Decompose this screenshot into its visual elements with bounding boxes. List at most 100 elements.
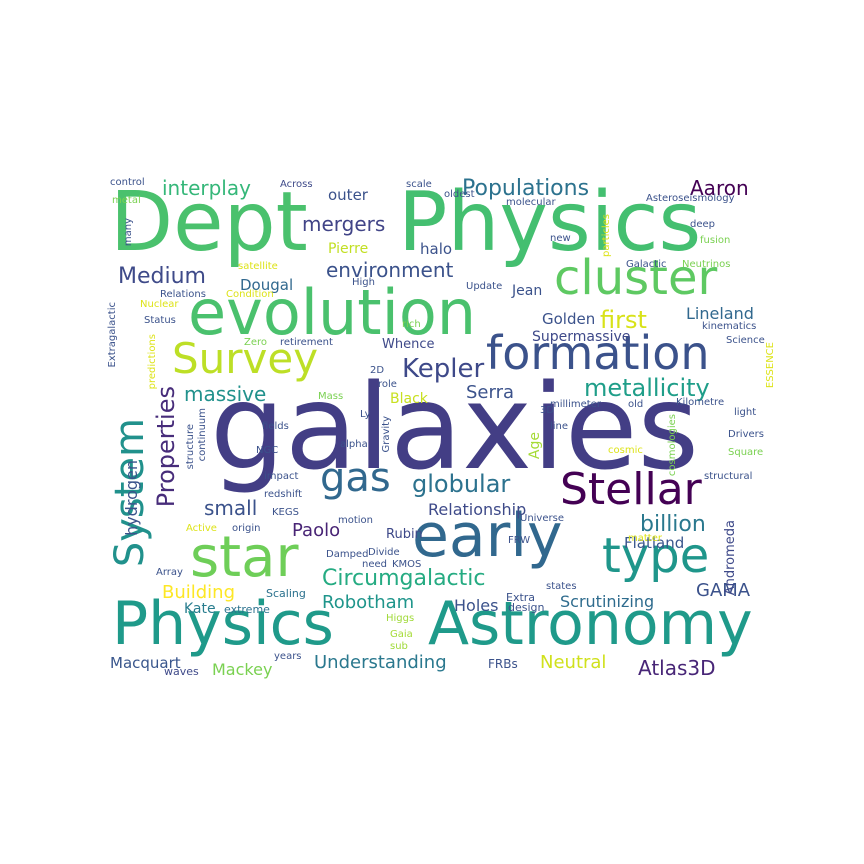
word: Physics <box>398 175 702 270</box>
word: High <box>352 277 375 288</box>
word: Galactic <box>626 259 667 270</box>
word: galaxies <box>210 358 699 496</box>
word: Circumgalactic <box>322 566 486 591</box>
word: ESSENCE <box>765 342 776 389</box>
word: redshift <box>264 489 302 500</box>
word: motion <box>338 515 374 526</box>
word: cosmologies <box>667 414 678 477</box>
word: oldest <box>444 189 475 200</box>
word: gas <box>320 455 391 501</box>
word: fields <box>262 421 289 432</box>
word: fusion <box>700 235 731 246</box>
word: Paolo <box>292 520 341 541</box>
word: Serra <box>466 382 515 403</box>
word: Asteroseismology <box>646 193 735 204</box>
word: old <box>628 399 644 410</box>
word: formation <box>486 326 710 380</box>
word: kinematics <box>702 321 757 332</box>
word: retirement <box>280 337 333 348</box>
word: early <box>412 501 563 571</box>
word: Extragalactic <box>107 302 118 368</box>
word: KMOS <box>392 559 422 570</box>
word: Higgs <box>386 613 415 624</box>
word: control <box>110 177 145 188</box>
word: mergers <box>302 212 386 236</box>
word: type <box>602 528 710 584</box>
word: massive <box>184 382 267 406</box>
word: years <box>274 651 302 662</box>
word: Stellar <box>560 464 702 515</box>
word: Divide <box>368 547 400 558</box>
word: NGC <box>256 445 279 456</box>
word: need <box>362 559 387 570</box>
word: Zero <box>244 337 268 348</box>
word: molecular <box>506 197 556 208</box>
word: new <box>550 233 571 244</box>
word: billion <box>640 512 706 537</box>
word: outer <box>328 186 368 204</box>
word: waves <box>164 665 199 678</box>
word: metal <box>112 195 141 206</box>
word: 3D <box>540 405 555 416</box>
word: light <box>734 407 757 418</box>
word: Mackey <box>212 660 273 679</box>
word: hydrogen <box>122 460 141 536</box>
word: FRW <box>508 535 531 546</box>
word: rich <box>402 319 421 330</box>
word: Andromeda <box>723 520 738 596</box>
word: Across <box>280 179 313 190</box>
word: Condition <box>226 289 274 300</box>
word: Properties <box>152 386 180 508</box>
word: Survey <box>172 334 319 383</box>
word: deep <box>690 219 715 230</box>
word: Active <box>186 523 217 534</box>
word: extreme <box>224 603 270 616</box>
word: Populations <box>462 176 590 201</box>
word: GAMA <box>696 580 751 601</box>
word: Pierre <box>328 241 369 257</box>
word: Array <box>156 567 183 578</box>
word: 2D <box>370 365 385 376</box>
word: Aaron <box>690 176 749 200</box>
word: predictions <box>147 334 158 390</box>
word: Physics <box>112 589 334 659</box>
word: continuum <box>197 408 208 462</box>
word: many <box>123 218 134 247</box>
word: Medium <box>118 264 206 289</box>
word: states <box>546 581 577 592</box>
word: matter <box>628 533 662 544</box>
word: small <box>204 496 258 520</box>
word: particles <box>601 214 612 257</box>
word: Astronomy <box>428 589 753 659</box>
word: Robotham <box>322 592 415 613</box>
word: Rubin <box>386 527 423 542</box>
word: Drivers <box>728 429 764 440</box>
word: KEGS <box>272 507 299 518</box>
word: metallicity <box>584 374 710 402</box>
word: Nuclear <box>140 299 179 310</box>
word: cluster <box>554 250 718 306</box>
word: Science <box>726 335 765 346</box>
word: Black <box>390 391 428 407</box>
word: line <box>550 421 569 432</box>
word: Scrutinizing <box>560 592 655 611</box>
word-cloud: galaxies Dept Physics Physics Astronomy … <box>100 170 780 690</box>
word: Whence <box>382 337 435 352</box>
word: Gaia <box>390 629 413 640</box>
word: FRBs <box>488 657 518 671</box>
word: sub <box>390 641 408 652</box>
word: Damped <box>326 549 369 560</box>
word: Gravity <box>381 416 392 453</box>
word: halo <box>420 240 453 258</box>
word: Status <box>144 315 176 326</box>
word: evolution <box>188 276 477 349</box>
word: Supermassive <box>532 329 631 345</box>
word: Relationship <box>428 500 527 519</box>
word: Ly <box>360 409 371 420</box>
word: satellite <box>238 261 278 272</box>
word: Flatland <box>624 534 685 552</box>
word: millimeter <box>550 399 601 410</box>
word: Age <box>527 432 543 460</box>
word: globular <box>412 470 511 498</box>
